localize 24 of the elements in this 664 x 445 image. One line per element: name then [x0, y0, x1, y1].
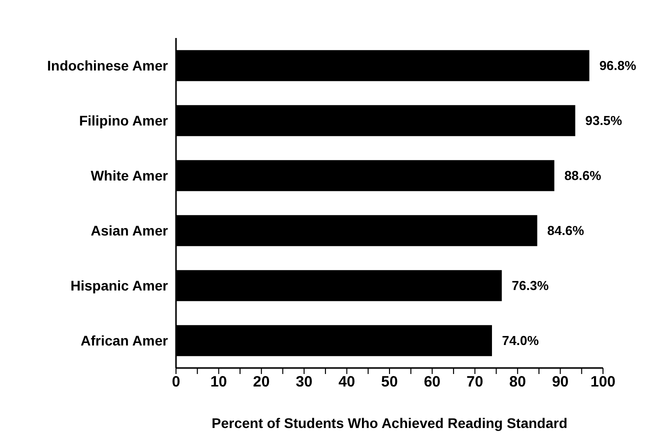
x-tick-label: 40	[338, 374, 356, 391]
y-tick-label: White Amer	[90, 167, 169, 184]
y-tick-label: Indochinese Amer	[47, 57, 169, 74]
x-tick-label: 100	[590, 374, 616, 391]
x-tick-label: 60	[424, 374, 441, 391]
x-axis-title: Percent of Students Who Achieved Reading Standard	[212, 415, 568, 431]
data-label: 96.8%	[599, 58, 637, 74]
x-tick-label: 20	[253, 374, 270, 391]
y-tick-label: Asian Amer	[90, 222, 169, 238]
data-label: 74.0%	[502, 333, 540, 348]
data-label: 93.5%	[585, 113, 623, 128]
x-tick-label: 30	[296, 374, 312, 391]
data-label: 84.6%	[547, 223, 585, 238]
x-tick-label: 80	[509, 374, 526, 391]
data-label: 76.3%	[512, 278, 550, 294]
x-tick-label: 0	[172, 374, 180, 391]
y-tick-label: Hispanic Amer	[70, 277, 169, 294]
y-tick-label: African Amer	[80, 332, 169, 348]
x-tick-label: 90	[552, 374, 569, 391]
y-tick-label: Filipino Amer	[79, 112, 169, 128]
x-tick-label: 50	[381, 374, 398, 391]
x-tick-label: 70	[466, 374, 484, 391]
x-tick-label: 10	[210, 374, 228, 391]
data-label: 88.6%	[564, 168, 602, 184]
